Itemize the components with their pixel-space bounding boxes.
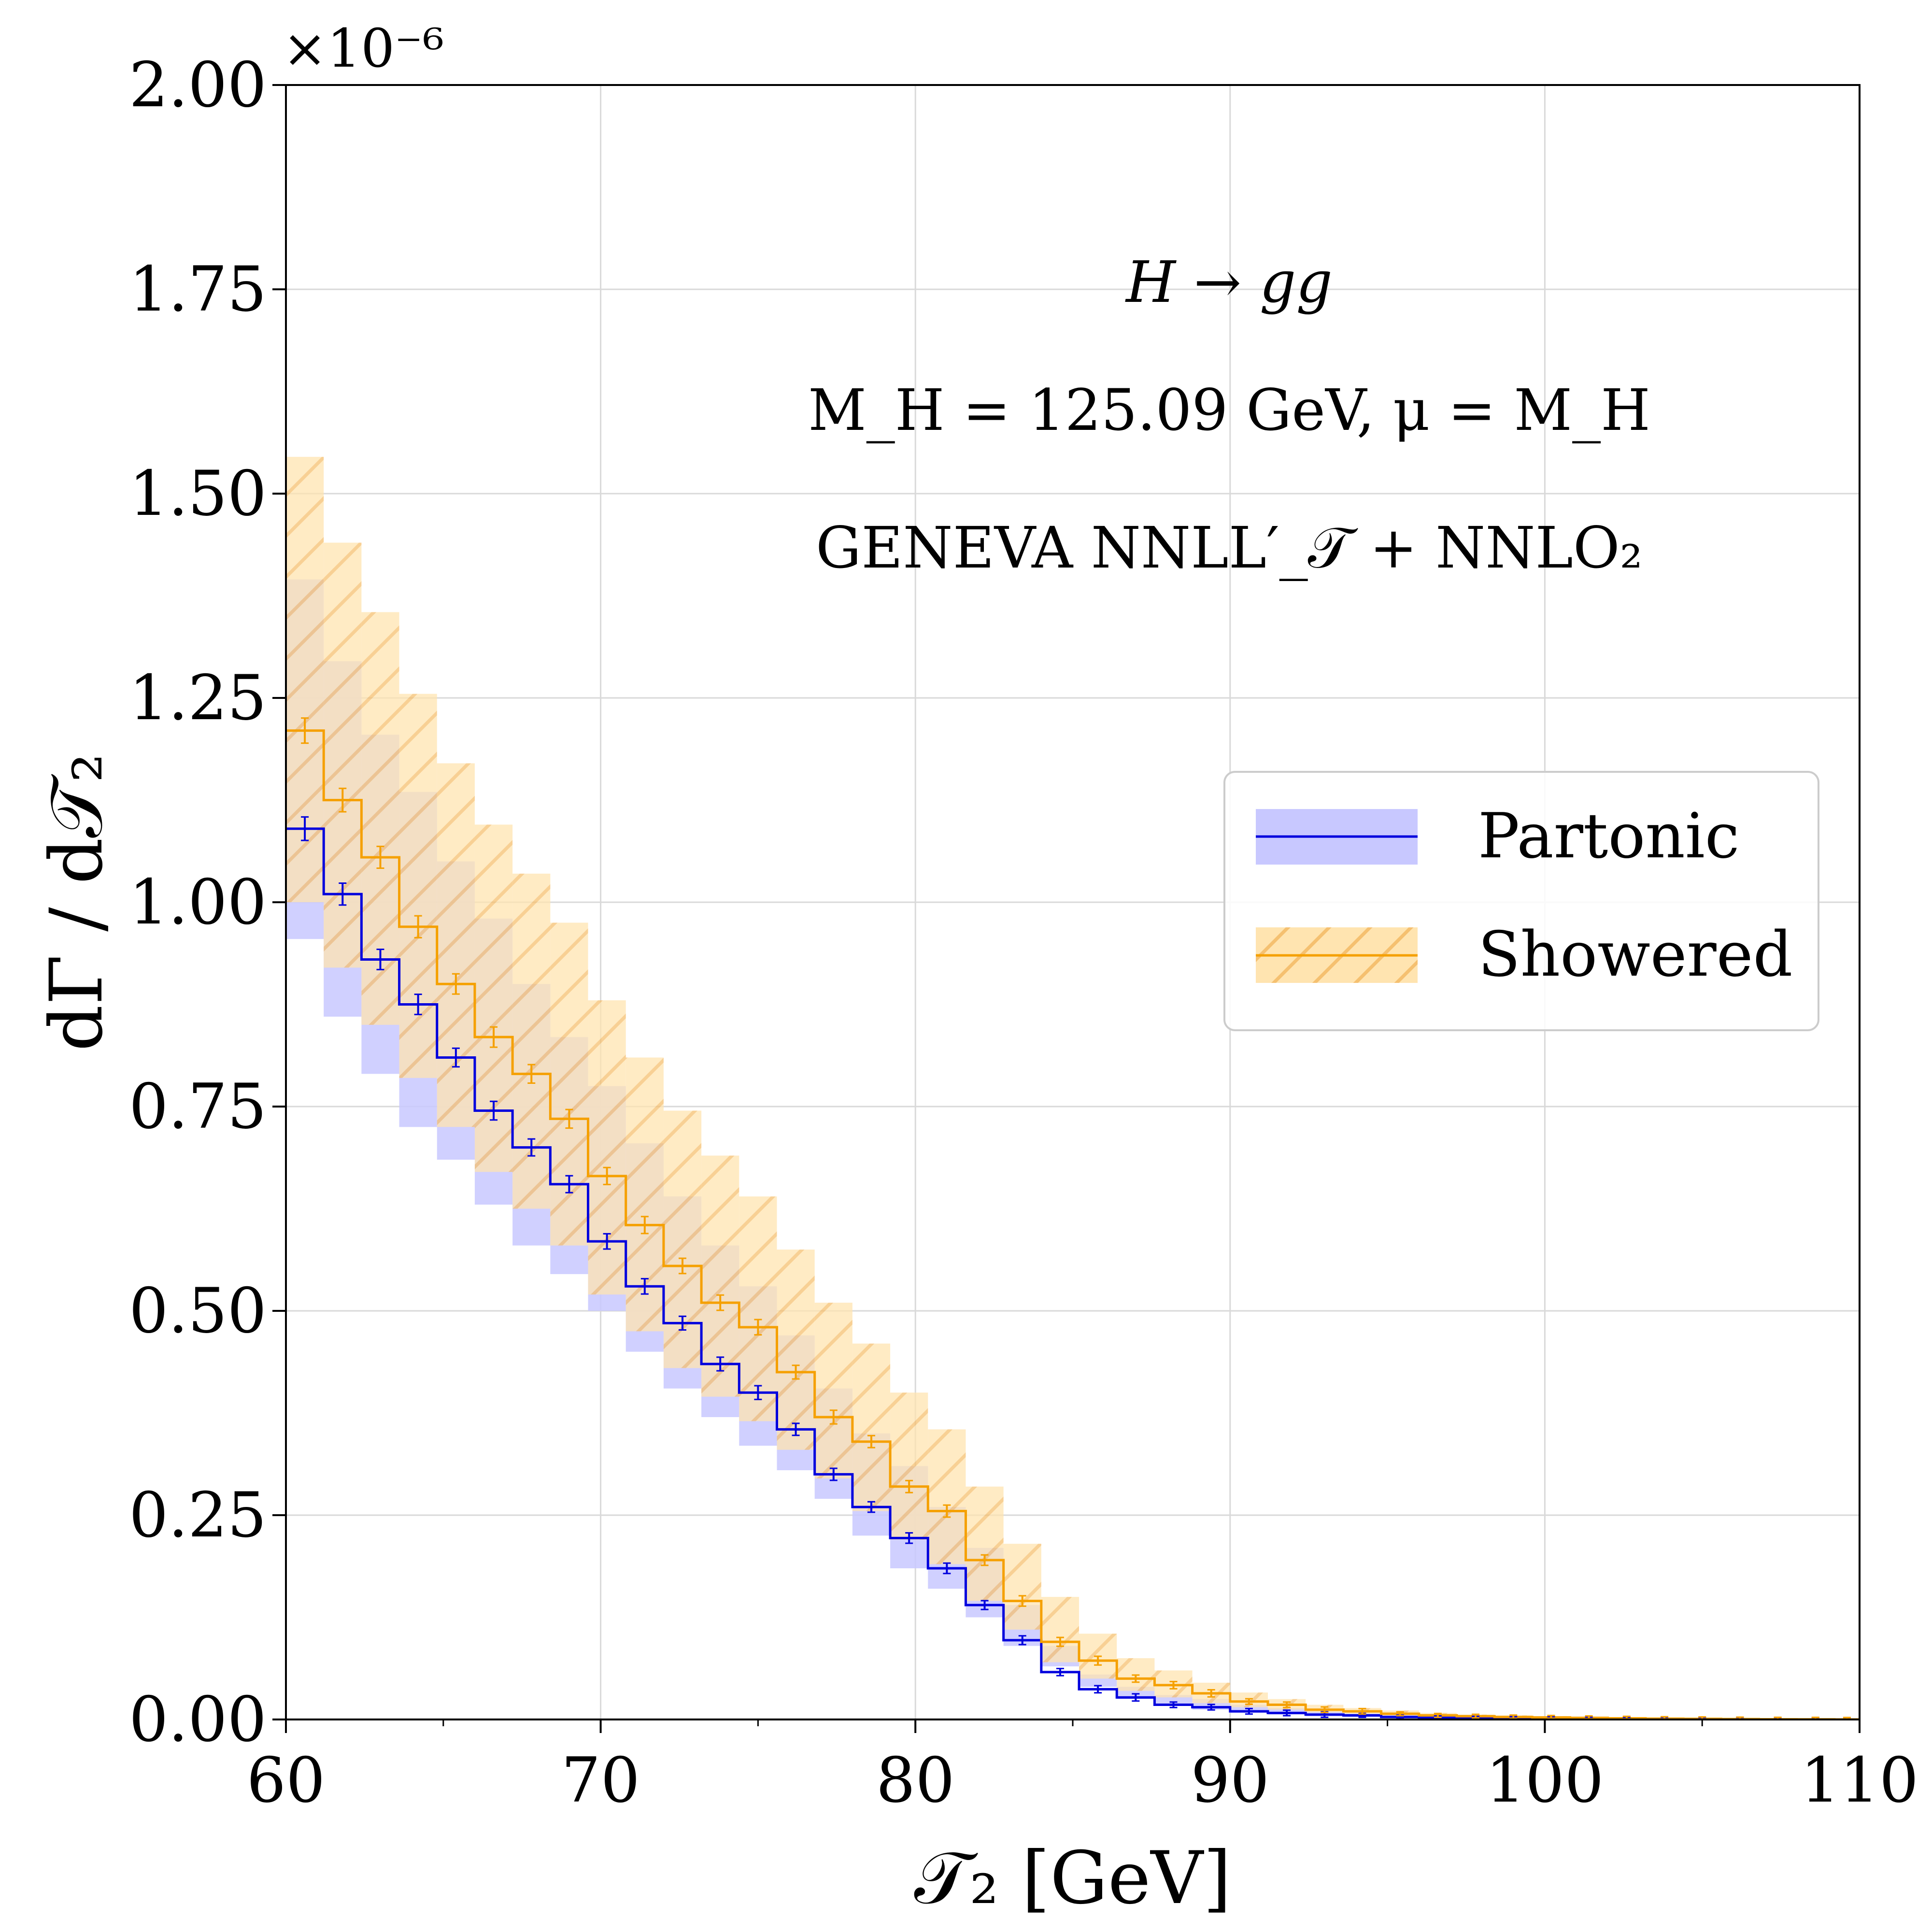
showered-band-bin [550, 923, 588, 1246]
x-tick-label: 110 [1801, 1745, 1918, 1817]
y-tick-label: 0.75 [129, 1071, 267, 1143]
y-scale-label: ×10⁻⁶ [283, 17, 444, 79]
legend-showered-label: Showered [1478, 919, 1792, 991]
showered-band-bin [1003, 1544, 1041, 1630]
y-tick-label: 0.50 [129, 1275, 267, 1347]
showered-band-bin [512, 873, 551, 1209]
y-tick-label: 0.00 [129, 1684, 267, 1756]
y-tick-label: 2.00 [129, 49, 267, 121]
annotation-process: H → gg [1125, 249, 1333, 315]
uncertainty-bands [286, 456, 1860, 1719]
x-tick-label: 60 [247, 1745, 326, 1817]
showered-band-bin [814, 1303, 852, 1478]
showered-band-bin [399, 694, 437, 1078]
showered-band-bin [588, 1000, 626, 1295]
showered-band-bin [437, 763, 475, 1127]
showered-band-bin [890, 1392, 928, 1540]
x-axis-title: 𝒯₂ [GeV] [914, 1836, 1232, 1920]
x-tick-label: 80 [876, 1745, 955, 1817]
showered-band-bin [739, 1196, 777, 1421]
annotation-parameters: M_H = 125.09 GeV, μ = M_H [808, 377, 1650, 443]
showered-band-bin [928, 1429, 966, 1564]
x-tick-label: 100 [1486, 1745, 1604, 1817]
showered-band-bin [966, 1486, 1004, 1601]
showered-line [286, 729, 1860, 1719]
annotation-geneva: GENEVA NNLL′_𝒯 + NNLO₂ [816, 514, 1643, 581]
y-axis-title: dΓ / d𝒯₂ [35, 753, 119, 1051]
showered-band-bin [1041, 1597, 1080, 1662]
legend-partonic-label: Partonic [1478, 800, 1739, 872]
showered-band-bin [852, 1343, 891, 1511]
y-tick-label: 1.00 [129, 867, 267, 938]
y-tick-label: 1.50 [129, 458, 267, 530]
y-tick-label: 0.25 [129, 1479, 267, 1551]
x-tick-label: 70 [561, 1745, 640, 1817]
x-tick-label: 90 [1191, 1745, 1269, 1817]
legend: Partonic Showered [1223, 771, 1819, 1031]
showered-band-bin [777, 1250, 815, 1450]
y-tick-label: 1.75 [129, 254, 267, 326]
x-axis-ticks: 60 70 80 90 100 110 [247, 1719, 1918, 1817]
y-tick-label: 1.25 [129, 662, 267, 734]
y-axis-ticks: 0.00 0.25 0.50 0.75 1.00 1.25 1.50 1.75 2.00 [129, 49, 286, 1756]
